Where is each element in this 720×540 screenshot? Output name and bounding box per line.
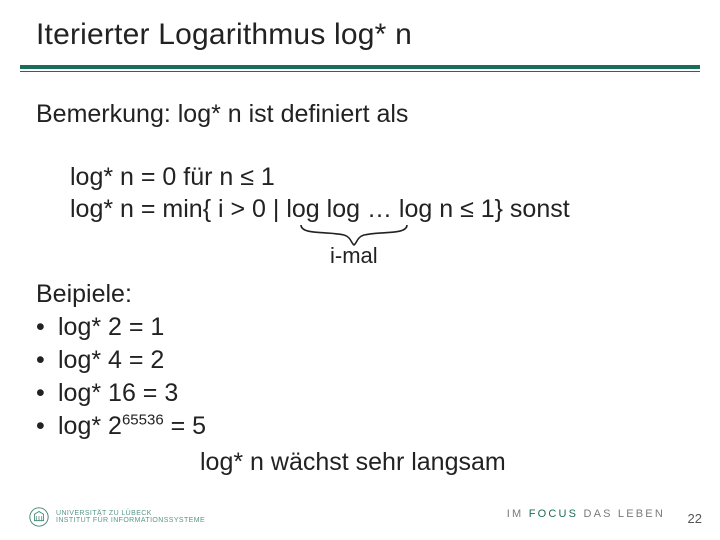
bullet-icon: • <box>36 379 58 408</box>
example-text: log* 2 = 1 <box>58 313 164 341</box>
bullet-icon: • <box>36 313 58 342</box>
footer-motto-pre: IM <box>507 508 529 520</box>
title-rule-thick <box>20 65 700 69</box>
title-rule-thin <box>20 71 700 72</box>
university-seal-icon <box>28 506 50 528</box>
example-text-sup: 65536 <box>122 412 164 429</box>
footer-uni-line2: INSTITUT FÜR INFORMATIONSSYSTEME <box>56 517 205 524</box>
remark-rest: log* n ist definiert als <box>171 100 409 128</box>
remark-prefix: Bemerkung: <box>36 100 171 128</box>
footer-university-text: UNIVERSITÄT ZU LÜBECK INSTITUT FÜR INFOR… <box>56 510 205 525</box>
example-item-2: •log* 4 = 2 <box>36 346 164 375</box>
example-item-3: •log* 16 = 3 <box>36 379 178 408</box>
footer-motto-accent: FOCUS <box>529 508 579 520</box>
definition-line-1: log* n = 0 für n ≤ 1 <box>70 163 275 192</box>
underbrace-label: i-mal <box>330 243 378 269</box>
definition-line-2: log* n = min{ i > 0 | log log … log n ≤ … <box>70 195 570 224</box>
footer-university-logo: UNIVERSITÄT ZU LÜBECK INSTITUT FÜR INFOR… <box>28 506 205 528</box>
footer-motto-post: DAS LEBEN <box>578 508 665 520</box>
slow-growth-line: log* n wächst sehr langsam <box>200 448 506 477</box>
remark-line: Bemerkung: log* n ist definiert als <box>36 100 408 129</box>
bullet-icon: • <box>36 346 58 375</box>
bullet-icon: • <box>36 412 58 441</box>
example-item-4: •log* 265536 = 5 <box>36 412 206 441</box>
footer-uni-line1: UNIVERSITÄT ZU LÜBECK <box>56 510 205 517</box>
page-number: 22 <box>688 511 702 526</box>
example-text: log* 4 = 2 <box>58 346 164 374</box>
slide: Iterierter Logarithmus log* n Bemerkung:… <box>0 0 720 540</box>
slide-title: Iterierter Logarithmus log* n <box>36 18 412 52</box>
example-text-post: = 5 <box>164 412 206 440</box>
example-text: log* 16 = 3 <box>58 379 178 407</box>
examples-heading: Beipiele: <box>36 280 132 309</box>
example-item-1: •log* 2 = 1 <box>36 313 164 342</box>
footer-motto: IM FOCUS DAS LEBEN <box>507 508 665 520</box>
example-text-pre: log* 2 <box>58 412 122 440</box>
